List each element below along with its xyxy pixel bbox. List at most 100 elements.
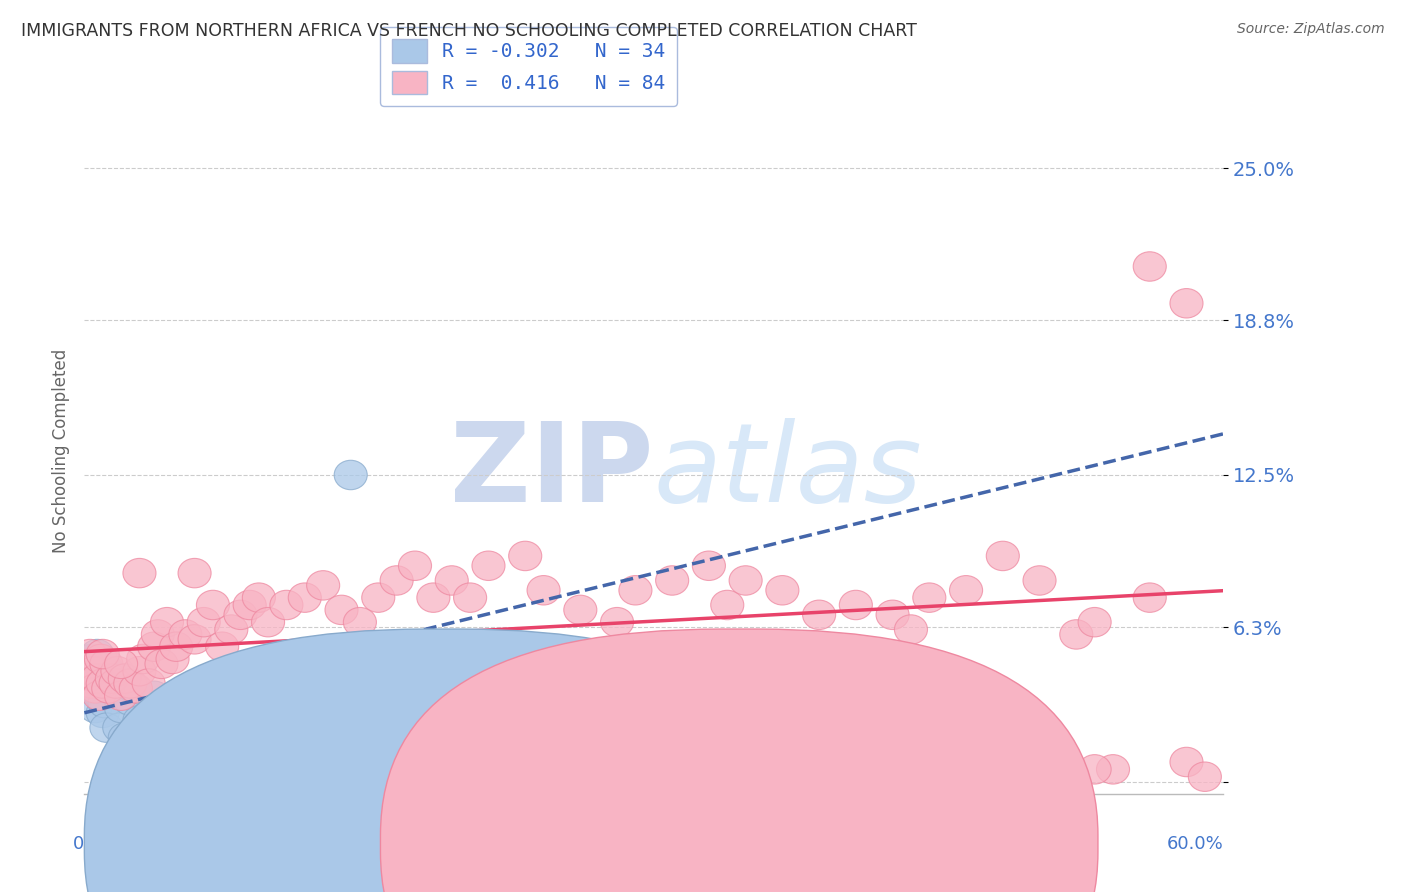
Ellipse shape [187, 607, 221, 637]
Ellipse shape [104, 681, 138, 710]
Ellipse shape [114, 669, 146, 698]
Ellipse shape [96, 673, 128, 703]
Ellipse shape [436, 566, 468, 595]
Ellipse shape [83, 681, 115, 710]
Ellipse shape [80, 664, 114, 693]
Ellipse shape [114, 686, 146, 715]
Ellipse shape [77, 673, 110, 703]
Ellipse shape [894, 615, 928, 644]
Ellipse shape [122, 558, 156, 588]
Ellipse shape [122, 657, 156, 686]
Ellipse shape [127, 644, 160, 673]
Ellipse shape [101, 664, 134, 693]
Ellipse shape [73, 640, 107, 669]
Ellipse shape [398, 551, 432, 581]
Ellipse shape [730, 566, 762, 595]
Ellipse shape [84, 644, 118, 673]
Ellipse shape [215, 615, 247, 644]
Ellipse shape [77, 657, 110, 686]
Ellipse shape [160, 632, 193, 662]
Ellipse shape [86, 698, 120, 728]
Text: ZIP: ZIP [450, 417, 654, 524]
Ellipse shape [224, 600, 257, 630]
Ellipse shape [80, 640, 114, 669]
Text: 60.0%: 60.0% [1167, 835, 1223, 853]
Ellipse shape [86, 669, 120, 698]
Text: IMMIGRANTS FROM NORTHERN AFRICA VS FRENCH NO SCHOOLING COMPLETED CORRELATION CHA: IMMIGRANTS FROM NORTHERN AFRICA VS FRENC… [21, 22, 917, 40]
Ellipse shape [98, 669, 132, 698]
Ellipse shape [79, 693, 112, 723]
Ellipse shape [84, 681, 118, 710]
Ellipse shape [205, 632, 239, 662]
Ellipse shape [1170, 747, 1204, 777]
Ellipse shape [83, 669, 115, 698]
Ellipse shape [215, 730, 247, 759]
Ellipse shape [72, 657, 104, 686]
Ellipse shape [343, 607, 377, 637]
Ellipse shape [361, 583, 395, 612]
Legend: R = -0.302   N = 34, R =  0.416   N = 84: R = -0.302 N = 34, R = 0.416 N = 84 [380, 28, 678, 106]
Ellipse shape [101, 657, 134, 686]
Ellipse shape [655, 566, 689, 595]
Ellipse shape [150, 607, 184, 637]
Ellipse shape [270, 591, 302, 620]
Ellipse shape [97, 669, 131, 698]
Ellipse shape [103, 713, 136, 742]
Ellipse shape [179, 558, 211, 588]
Text: atlas: atlas [654, 417, 922, 524]
Ellipse shape [233, 591, 266, 620]
Ellipse shape [1078, 607, 1111, 637]
Ellipse shape [509, 541, 541, 571]
Ellipse shape [91, 673, 125, 703]
Text: French: French [773, 833, 831, 851]
Ellipse shape [876, 600, 910, 630]
Ellipse shape [89, 689, 121, 718]
Ellipse shape [72, 649, 104, 679]
Ellipse shape [91, 657, 125, 686]
Ellipse shape [187, 730, 221, 759]
Ellipse shape [1078, 755, 1111, 784]
Ellipse shape [108, 723, 142, 752]
Ellipse shape [169, 620, 202, 649]
Ellipse shape [766, 575, 799, 605]
Ellipse shape [138, 681, 170, 710]
Ellipse shape [912, 583, 946, 612]
Ellipse shape [949, 575, 983, 605]
Ellipse shape [711, 730, 744, 759]
Ellipse shape [1133, 252, 1167, 281]
Ellipse shape [86, 640, 120, 669]
Ellipse shape [96, 664, 128, 693]
Ellipse shape [600, 607, 634, 637]
Ellipse shape [711, 591, 744, 620]
Ellipse shape [472, 551, 505, 581]
Ellipse shape [454, 583, 486, 612]
Ellipse shape [160, 713, 193, 742]
Ellipse shape [307, 571, 340, 600]
Ellipse shape [118, 673, 150, 703]
Ellipse shape [122, 706, 156, 735]
Ellipse shape [108, 664, 142, 693]
Ellipse shape [73, 664, 107, 693]
Ellipse shape [138, 632, 170, 662]
Ellipse shape [169, 718, 202, 747]
Ellipse shape [288, 583, 322, 612]
Text: 0.0%: 0.0% [73, 835, 118, 853]
Ellipse shape [986, 742, 1019, 772]
Ellipse shape [252, 755, 284, 784]
FancyBboxPatch shape [84, 629, 801, 892]
Ellipse shape [1170, 288, 1204, 318]
Ellipse shape [132, 669, 165, 698]
Ellipse shape [179, 738, 211, 767]
Ellipse shape [1060, 620, 1092, 649]
Ellipse shape [156, 644, 188, 673]
Ellipse shape [325, 595, 359, 624]
Ellipse shape [128, 718, 162, 747]
Ellipse shape [142, 620, 174, 649]
Ellipse shape [527, 575, 560, 605]
Ellipse shape [416, 583, 450, 612]
Ellipse shape [619, 575, 652, 605]
Ellipse shape [75, 644, 108, 673]
Ellipse shape [70, 673, 103, 703]
Ellipse shape [803, 600, 835, 630]
Y-axis label: No Schooling Completed: No Schooling Completed [52, 349, 70, 552]
